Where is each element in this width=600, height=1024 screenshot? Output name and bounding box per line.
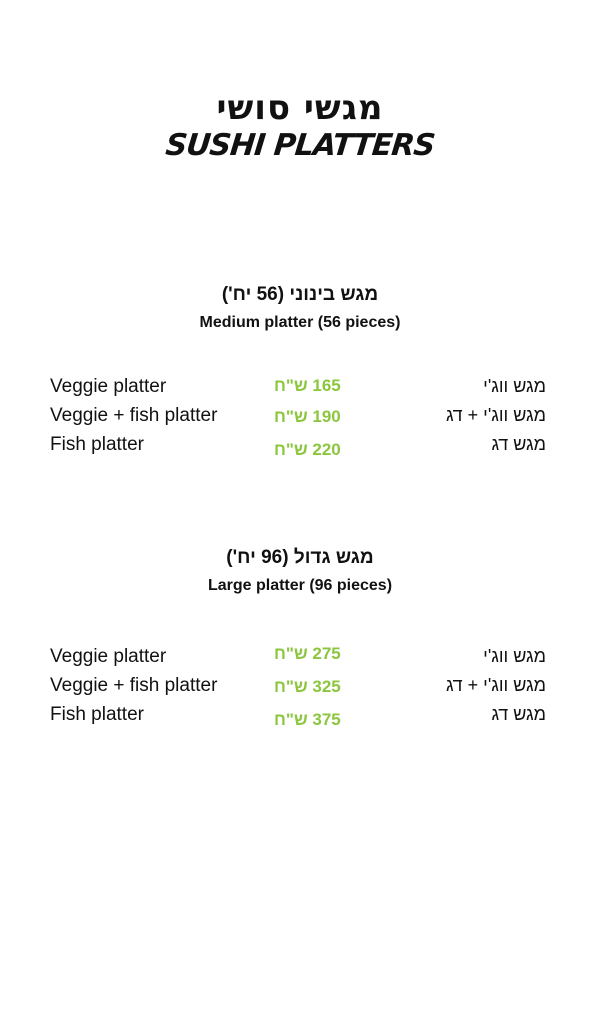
item-name-hebrew: מגש ווג'י + דג xyxy=(445,405,546,425)
menu-row: Veggie + fish platter 325 ש"ח מגש ווג'י … xyxy=(0,675,600,704)
section-title-english: Large platter (96 pieces) xyxy=(207,577,393,594)
item-name-english: Veggie platter xyxy=(50,376,167,397)
item-price: 165 ש"ח xyxy=(274,376,341,395)
item-name-hebrew: מגש דג xyxy=(491,434,546,454)
item-price: 275 ש"ח xyxy=(274,644,341,663)
item-name-english: Veggie platter xyxy=(50,646,167,667)
page-title-hebrew: מגשי סושי xyxy=(216,88,384,128)
section-header-large: מגש גדול (96 יח') Large platter (96 piec… xyxy=(0,547,600,595)
item-price: 190 ש"ח xyxy=(274,407,341,426)
section-header-medium: מגש בינוני (56 יח') Medium platter (56 p… xyxy=(0,284,600,332)
item-name-english: Veggie + fish platter xyxy=(50,675,218,696)
menu-row: Fish platter 375 ש"ח מגש דג xyxy=(0,704,600,733)
item-price: 325 ש"ח xyxy=(274,677,341,696)
item-name-hebrew: מגש ווג'י xyxy=(483,646,546,666)
section-title-hebrew: מגש גדול (96 יח') xyxy=(226,547,374,568)
menu-row: Veggie platter 165 ש"ח מגש ווג'י xyxy=(0,376,600,405)
section-title-hebrew: מגש בינוני (56 יח') xyxy=(221,284,379,305)
item-price: 220 ש"ח xyxy=(274,440,341,459)
item-name-english: Fish platter xyxy=(50,704,144,725)
item-name-hebrew: מגש ווג'י + דג xyxy=(445,675,546,695)
page-title-english: SUSHI PLATTERS xyxy=(163,128,437,163)
item-name-hebrew: מגש ווג'י xyxy=(483,376,546,396)
menu-row: Veggie platter 275 ש"ח מגש ווג'י xyxy=(0,644,600,675)
menu-row: Veggie + fish platter 190 ש"ח מגש ווג'י … xyxy=(0,405,600,434)
menu-row: Fish platter 220 ש"ח מגש דג xyxy=(0,434,600,463)
item-name-hebrew: מגש דג xyxy=(491,704,546,724)
item-name-english: Fish platter xyxy=(50,434,144,455)
section-title-english: Medium platter (56 pieces) xyxy=(199,314,401,331)
item-name-english: Veggie + fish platter xyxy=(50,405,218,426)
item-price: 375 ש"ח xyxy=(274,710,341,729)
